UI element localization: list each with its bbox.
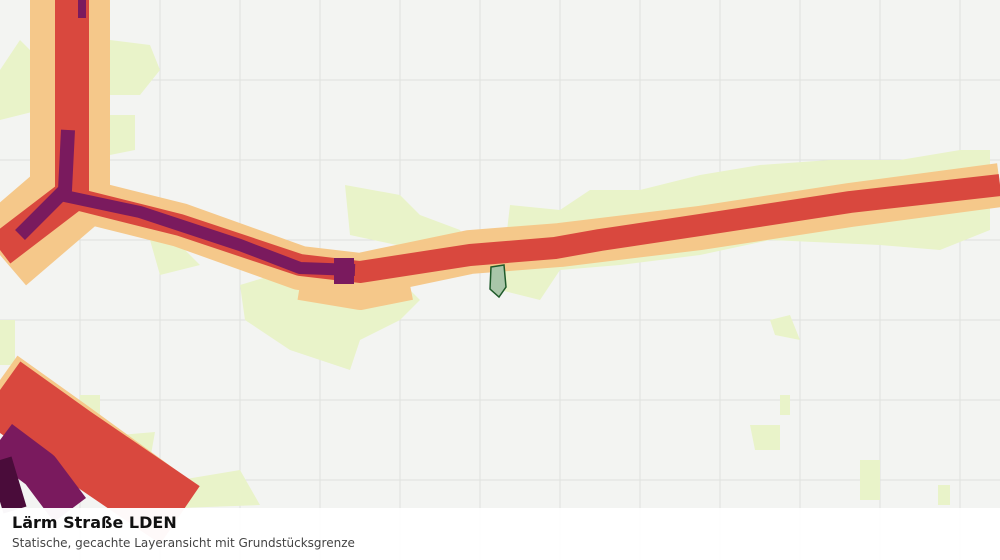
noise-band-purple (58, 189, 356, 276)
noise-area (110, 40, 160, 95)
noise-bands (0, 0, 1000, 544)
noise-area (110, 115, 135, 155)
noise-cell (334, 258, 354, 284)
noise-area (770, 315, 800, 340)
noise-band-orange (297, 270, 413, 310)
noise-area (345, 185, 470, 250)
noise-band-purple (0, 424, 86, 522)
noise-band-dark (0, 456, 27, 514)
layer-subtitle: Statische, gecachte Layeransicht mit Gru… (12, 536, 355, 550)
noise-cell (78, 0, 86, 18)
noise-area (0, 320, 15, 365)
noise-band-red (0, 361, 200, 544)
info-panel: Lärm Straße LDEN Statische, gecachte Lay… (0, 508, 1000, 560)
noise-area (750, 425, 780, 450)
layer-title: Lärm Straße LDEN (12, 513, 177, 532)
noise-area (150, 240, 200, 275)
noise-area (860, 460, 880, 500)
noise-area (938, 485, 950, 505)
noise-area (180, 470, 260, 508)
parcel-boundary[interactable] (489, 264, 507, 299)
noise-area (780, 395, 790, 415)
